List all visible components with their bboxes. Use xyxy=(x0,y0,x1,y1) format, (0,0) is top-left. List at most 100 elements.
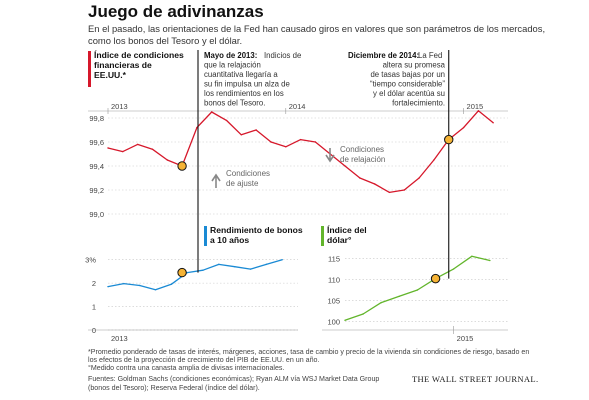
bond-y-tick-label: 1 xyxy=(92,303,96,312)
dollar-series-line-point xyxy=(489,259,491,262)
fci-series-line-point xyxy=(388,191,391,194)
fci-series-line xyxy=(107,110,494,194)
bond-series-line-point xyxy=(249,268,252,270)
bond-series-line-point xyxy=(218,263,220,266)
dollar-series-line xyxy=(344,255,491,321)
sources-1: Fuentes: Goldman Sachs (condiciones econ… xyxy=(88,375,380,383)
bond-series-line-point xyxy=(170,283,173,285)
relax-arrow-icon xyxy=(325,148,335,163)
bond-y-tick-label: 0 xyxy=(92,326,96,335)
mayo-annotation-head: Mayo de 2013: xyxy=(204,51,257,60)
mayo-annotation-text: bonos del Tesoro. xyxy=(204,99,265,108)
fci-series-line-point xyxy=(418,177,420,179)
chart-subtitle: En el pasado, las orientaciones de la Fe… xyxy=(88,23,546,46)
dollar-y-tick-label: 110 xyxy=(328,275,340,284)
dollar-x-tick-label: 2015 xyxy=(457,334,474,343)
fci-y-tick-label: 99,6 xyxy=(89,138,104,147)
dic-annotation-text: de tasas bajas por un xyxy=(370,70,445,79)
fci-series-line-point xyxy=(211,111,213,113)
footnote-2: los efectos de la proyección de crecimie… xyxy=(88,356,320,364)
bond-title-bar xyxy=(204,226,207,246)
fci-series-line-point xyxy=(477,110,480,112)
fci-series-line-point xyxy=(314,141,317,143)
fci-title: financieras de xyxy=(94,60,152,70)
mayo-fci-marker xyxy=(177,161,187,171)
fci-series-line-point xyxy=(151,148,154,150)
tighten-label: de ajuste xyxy=(226,179,259,188)
bond-y-tick-label: 2 xyxy=(92,279,96,288)
dic-annotation-text: y el dólar acentúa su xyxy=(373,89,445,98)
dollar-series-line-point xyxy=(452,268,455,270)
dic-fci-marker xyxy=(444,134,454,145)
fci-series-line-point xyxy=(492,122,494,124)
relax-label: Condiciones xyxy=(340,145,384,154)
bond-series-line-point xyxy=(202,269,204,271)
relax-label: de relajación xyxy=(340,155,385,164)
fci-y-tick-label: 99,8 xyxy=(89,114,104,123)
dollar-y-tick-label: 115 xyxy=(328,254,340,263)
dic-annotation-text: altera su promesa xyxy=(383,61,446,70)
fci-series-line-point xyxy=(359,177,361,179)
footnote-3: °Medido contra una canasta amplia de div… xyxy=(88,364,285,372)
dollar-series-line-point xyxy=(344,319,346,322)
fci-series-line-point xyxy=(107,147,109,149)
dollar-series-line-point xyxy=(471,255,473,258)
bond-title: a 10 años xyxy=(210,235,249,245)
fci-y-tick-label: 99,4 xyxy=(89,162,104,171)
dollar-series-line-point xyxy=(416,289,419,291)
bond-series-line-point xyxy=(233,266,236,268)
fci-series-line-point xyxy=(285,146,287,148)
mayo-annotation-text: que la relajación xyxy=(204,61,261,70)
mayo-annotation-text: Indicios de xyxy=(264,51,301,60)
dollar-series-line-point xyxy=(380,301,382,304)
fci-y-tick-label: 99,2 xyxy=(89,186,104,195)
fci-series-line-point xyxy=(122,150,124,153)
mayo-annotation-text: cuantitativa llegaría a xyxy=(204,70,278,79)
dollar-series-line-point xyxy=(362,313,364,315)
bond-series-line xyxy=(107,259,283,291)
fci-title: Índice de condiciones xyxy=(94,50,184,60)
bond-y-tick-label: 3% xyxy=(85,256,96,265)
dollar-title: Índice del xyxy=(327,225,367,235)
bond-series-line-point xyxy=(186,271,188,274)
bond-series-line-point xyxy=(123,282,125,285)
dollar-title: dólar° xyxy=(327,235,352,245)
chart-title: Juego de adivinanzas xyxy=(88,2,264,21)
tighten-arrow-icon xyxy=(211,173,221,188)
fci-series-line-point xyxy=(433,159,435,161)
mayo-bond-marker xyxy=(177,267,187,278)
fci-x-tick-label: 2013 xyxy=(111,102,128,111)
fci-series-line-point xyxy=(403,189,405,191)
fci-series-line-point xyxy=(225,119,228,122)
fci-series-line-point xyxy=(344,165,346,167)
bond-series-line-point xyxy=(138,284,141,287)
bond-title: Rendimiento de bonos xyxy=(210,225,303,235)
fci-series-line-point xyxy=(270,141,272,143)
bond-x-tick-label: 2013 xyxy=(111,334,128,343)
fci-title-bar xyxy=(88,51,91,87)
fci-series-line-point xyxy=(240,134,243,136)
fci-series-line-point xyxy=(196,126,198,129)
footnote-1: *Promedio ponderado de tasas de interés,… xyxy=(88,348,530,356)
dic-annotation-text: fortalecimiento. xyxy=(392,99,445,108)
fci-title: EE.UU.* xyxy=(94,70,127,80)
bond-series-line-point xyxy=(265,263,268,266)
mayo-annotation-text: su fin impulsa un alza de xyxy=(204,80,290,89)
bond-series-line-point xyxy=(154,288,157,291)
dollar-series-line-point xyxy=(398,295,401,298)
fci-x-tick-label: 2014 xyxy=(289,102,306,111)
dic-dollar-marker xyxy=(430,273,441,284)
mayo-annotation-text: los rendimientos en los xyxy=(204,89,284,98)
dic-annotation-text: La Fed xyxy=(418,51,442,60)
dic-annotation-text: “tiempo considerable” xyxy=(370,80,445,89)
tighten-label: Condiciones xyxy=(226,169,270,178)
dic-annotation-head: Diciembre de 2014: xyxy=(348,51,419,60)
fci-series-line-point xyxy=(136,143,139,146)
sources-2: (bonos del Tesoro); Reserva Federal (índ… xyxy=(88,384,260,392)
fci-series-line-point xyxy=(462,126,465,129)
dollar-title-bar xyxy=(321,226,324,246)
fci-series-line-point xyxy=(255,129,257,131)
fci-x-tick-label: 2015 xyxy=(467,102,484,111)
fci-series-line-point xyxy=(299,138,302,141)
